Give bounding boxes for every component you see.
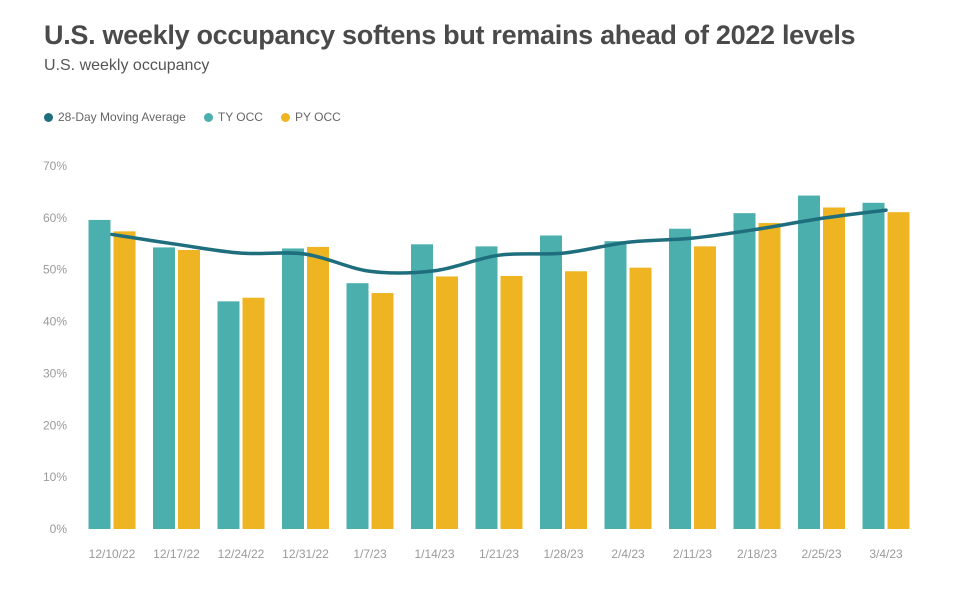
moving-average-point (110, 232, 114, 236)
bar-py-occ (242, 297, 265, 529)
x-tick-label: 12/31/22 (282, 547, 329, 561)
x-tick-label: 1/14/23 (414, 547, 454, 561)
x-tick-label: 12/24/22 (218, 547, 265, 561)
bar-py-occ (500, 275, 523, 529)
bar-py-occ (113, 231, 136, 529)
bar-py-occ (565, 271, 587, 529)
x-tick-label: 2/4/23 (611, 547, 645, 561)
bar-py-occ (758, 223, 781, 530)
x-tick-label: 2/11/23 (673, 547, 712, 561)
line-series (110, 208, 888, 275)
y-tick-label: 0% (50, 522, 68, 536)
bar-ty-occ (669, 228, 691, 530)
bar-ty-occ (346, 283, 369, 529)
x-tick-label: 2/25/23 (801, 547, 841, 561)
legend-label-py-occ: PY OCC (294, 110, 341, 124)
y-tick-label: 60% (43, 211, 67, 225)
y-tick-label: 70% (43, 159, 67, 173)
bar-series (88, 195, 910, 530)
moving-average-point (497, 253, 501, 257)
bar-py-occ (371, 293, 394, 529)
y-tick-label: 40% (43, 315, 67, 329)
legend-item-ty-occ[interactable]: TY OCC (203, 110, 263, 124)
x-tick-label: 12/10/22 (89, 547, 136, 561)
moving-average-point (304, 252, 307, 256)
bar-py-occ (823, 207, 845, 529)
x-tick-label: 2/18/23 (737, 547, 777, 561)
legend-item-py-occ[interactable]: PY OCC (280, 110, 341, 124)
x-tick-label: 1/28/23 (543, 547, 583, 561)
bar-ty-occ (88, 219, 111, 529)
bar-ty-occ (153, 247, 175, 529)
legend-swatch-moving-average (44, 112, 53, 122)
chart-legend: 28-Day Moving Average TY OCC PY OCC (44, 110, 341, 124)
legend-item-moving-average[interactable]: 28-Day Moving Average (44, 110, 186, 124)
x-tick-label: 1/7/23 (353, 547, 387, 561)
bar-ty-occ (733, 213, 756, 529)
bar-py-occ (307, 246, 329, 529)
moving-average-point (433, 269, 436, 273)
x-axis: 12/10/22 12/17/22 12/24/22 12/31/22 1/7/23 1/… (89, 547, 903, 561)
legend-label-moving-average: 28-Day Moving Average (58, 110, 186, 124)
x-tick-label: 12/17/22 (153, 547, 200, 561)
legend-swatch-ty-occ (203, 112, 213, 122)
moving-average-point (239, 251, 243, 255)
bar-py-occ (436, 276, 458, 529)
y-tick-label: 10% (43, 470, 67, 484)
moving-average-point (562, 251, 565, 255)
legend-label-ty-occ: TY OCC (217, 110, 263, 124)
y-tick-label: 50% (43, 263, 67, 277)
chart-subtitle: U.S. weekly occupancy (44, 57, 210, 74)
bar-py-occ (694, 246, 716, 529)
moving-average-point (755, 227, 759, 231)
moving-average-point (691, 236, 694, 240)
x-tick-label: 3/4/23 (869, 547, 903, 561)
bar-ty-occ (604, 241, 627, 529)
bar-py-occ (887, 212, 910, 529)
bar-ty-occ (475, 246, 498, 529)
y-tick-label: 30% (43, 366, 67, 380)
moving-average-point (368, 269, 372, 273)
bar-ty-occ (798, 195, 820, 529)
y-axis: 0% 10% 20% 30% 40% 50% 60% 70% (43, 159, 67, 536)
bar-ty-occ (282, 248, 304, 529)
moving-average-point (820, 216, 823, 220)
moving-average-point (884, 208, 888, 212)
x-tick-label: 1/21/23 (479, 547, 519, 561)
bar-ty-occ (862, 202, 885, 529)
chart-title: U.S. weekly occupancy softens but remain… (44, 20, 856, 50)
y-tick-label: 20% (43, 418, 67, 432)
bar-ty-occ (540, 235, 562, 529)
legend-swatch-py-occ (280, 112, 290, 122)
bar-py-occ (178, 250, 200, 529)
bar-ty-occ (411, 244, 433, 529)
bar-ty-occ (217, 301, 240, 529)
moving-average-point (626, 240, 630, 244)
moving-average-point (175, 242, 178, 246)
bar-py-occ (629, 267, 652, 529)
